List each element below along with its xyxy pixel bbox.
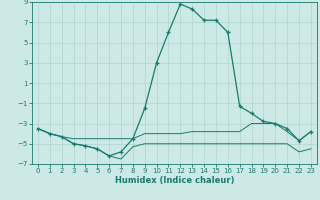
- X-axis label: Humidex (Indice chaleur): Humidex (Indice chaleur): [115, 176, 234, 185]
